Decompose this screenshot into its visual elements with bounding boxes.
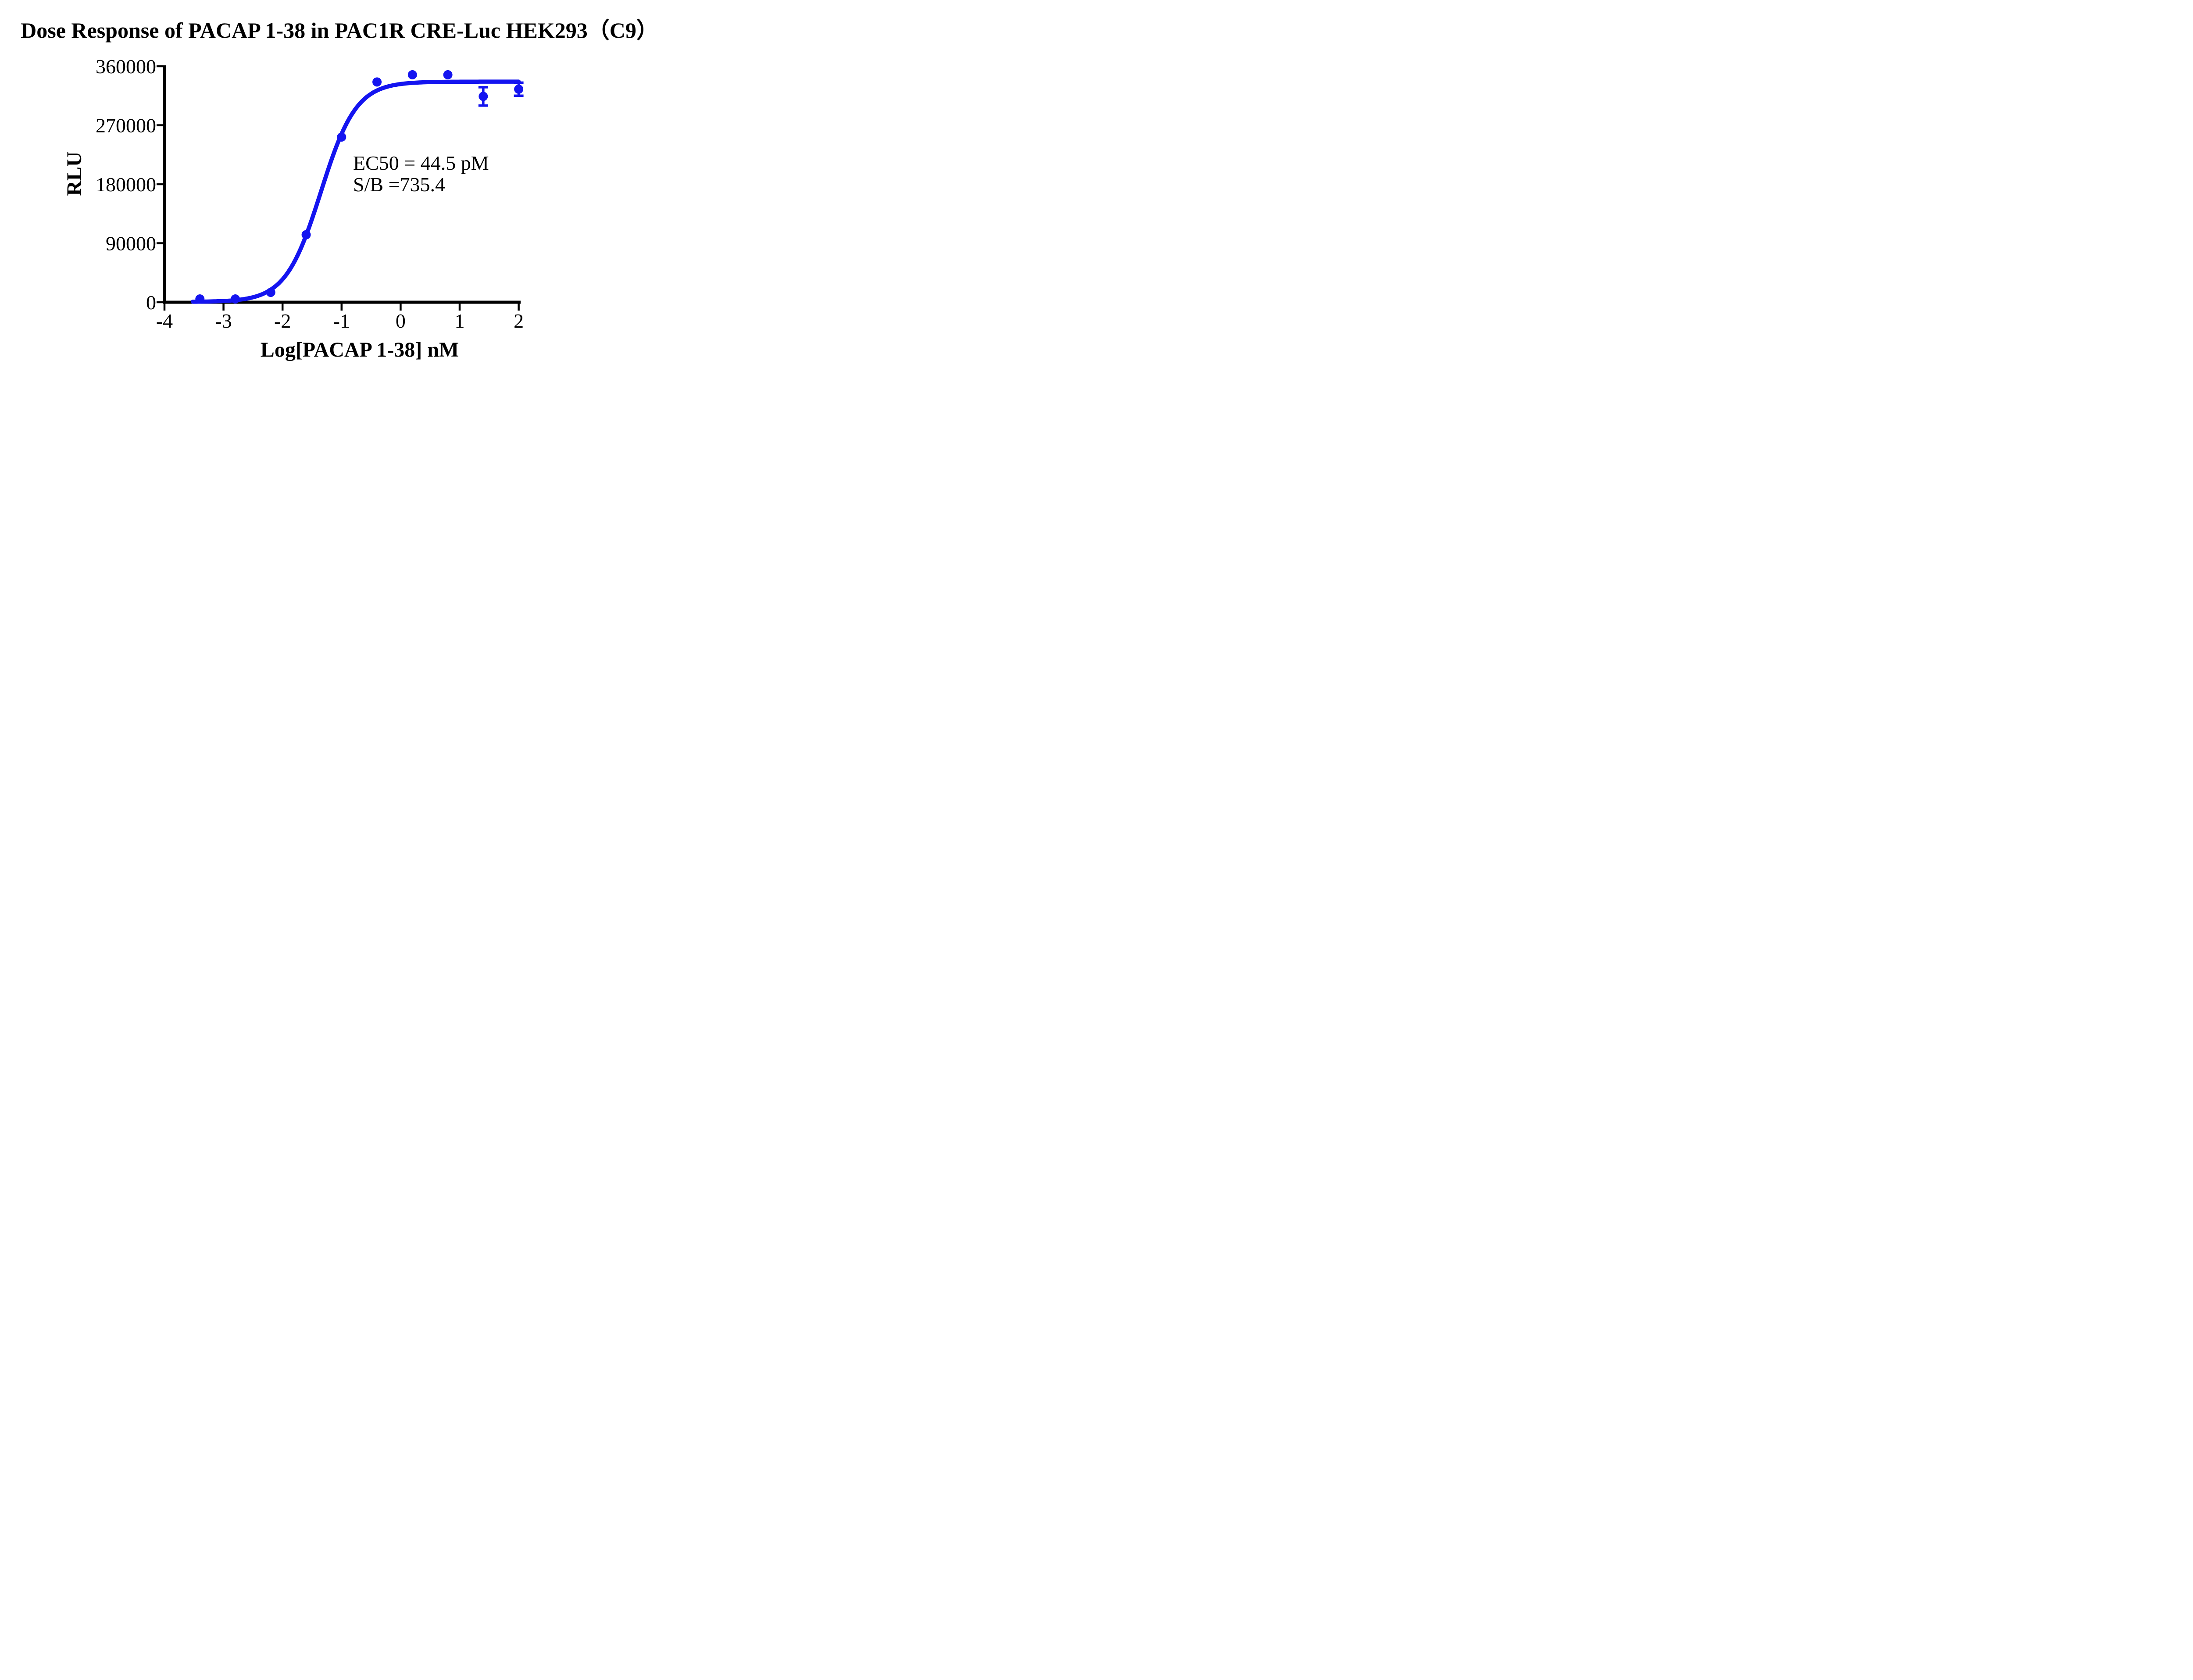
dose-response-fit-curve <box>190 79 521 304</box>
data-point <box>514 84 524 94</box>
data-point <box>337 132 346 142</box>
data-point <box>443 70 453 79</box>
x-tick-label: -1 <box>333 310 350 332</box>
y-tick-label: 180000 <box>96 173 156 196</box>
x-tick-label: -3 <box>215 310 232 332</box>
x-tick-label: 2 <box>514 310 524 332</box>
y-tick-label: 90000 <box>106 232 156 255</box>
ec50-annotation: EC50 = 44.5 pM <box>353 152 489 174</box>
fit-curve-line <box>190 79 521 304</box>
tick-labels: 0 90000 180000 270000 360000 -4 -3 -2 -1 0 1 2 <box>96 55 524 332</box>
data-point <box>266 288 275 297</box>
y-tick-label: 360000 <box>96 55 156 78</box>
data-point <box>372 77 382 87</box>
data-point-markers <box>195 70 524 304</box>
x-axis-label: Log[PACAP 1-38] nM <box>261 338 459 361</box>
x-tick-label: -2 <box>274 310 291 332</box>
x-tick-label: 0 <box>396 310 406 332</box>
data-point <box>301 230 311 239</box>
data-point <box>479 92 488 101</box>
x-tick-label: -4 <box>156 310 173 332</box>
dose-response-chart: Dose Response of PACAP 1-38 in PAC1R CRE… <box>0 0 679 379</box>
chart-plot-area: Dose Response of PACAP 1-38 in PAC1R CRE… <box>21 18 658 361</box>
sb-annotation: S/B =735.4 <box>353 173 445 196</box>
data-point <box>231 294 240 304</box>
data-point <box>407 70 417 79</box>
y-tick-label: 270000 <box>96 114 156 137</box>
y-axis-label: RLU <box>63 151 86 196</box>
y-tick-label: 0 <box>146 291 156 314</box>
axes <box>157 65 521 311</box>
chart-title: Dose Response of PACAP 1-38 in PAC1R CRE… <box>21 18 658 43</box>
x-tick-label: 1 <box>455 310 465 332</box>
data-point <box>195 294 205 304</box>
